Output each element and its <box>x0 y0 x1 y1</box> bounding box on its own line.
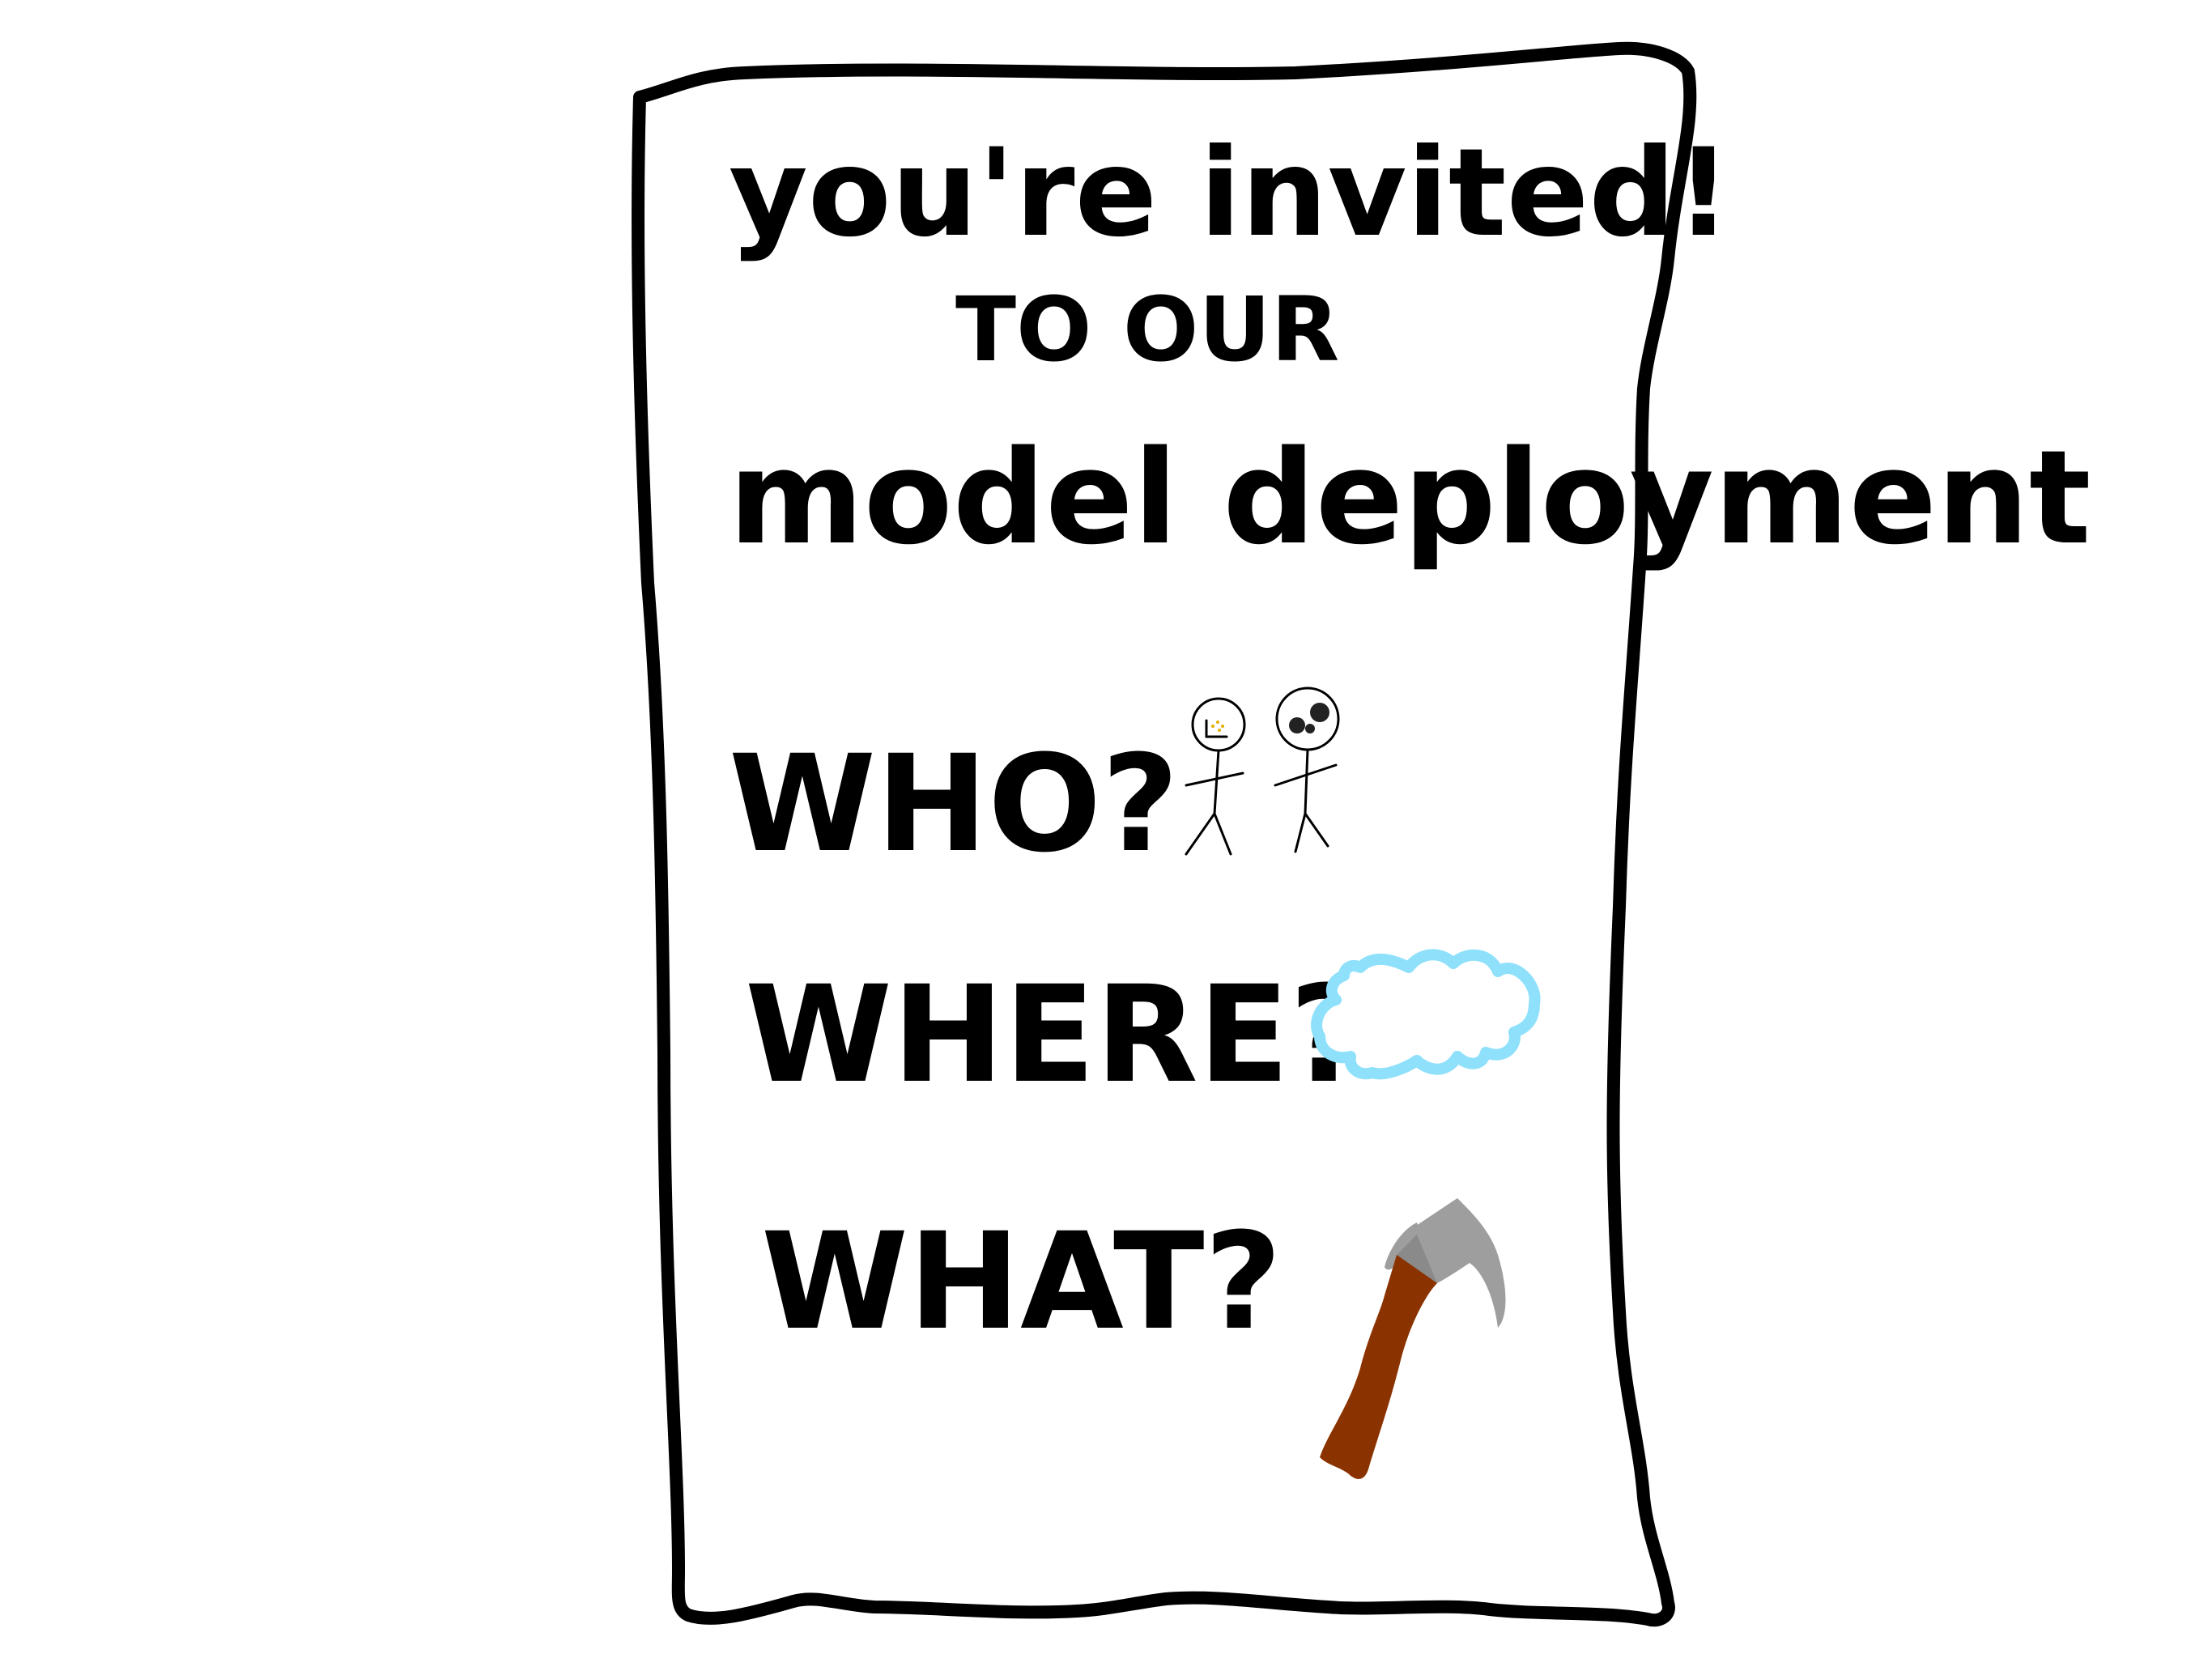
sheet-border <box>632 41 1697 1627</box>
invite-line-1: you're invited! <box>729 123 1731 264</box>
hammer-icon <box>1320 1198 1506 1479</box>
gear-icon <box>1289 703 1329 733</box>
where-label: WHERE? <box>745 957 1367 1112</box>
invite-line-3: model deployment <box>729 422 2091 573</box>
what-label: WHAT? <box>761 1204 1282 1359</box>
who-label: WHO? <box>729 726 1179 882</box>
cloud-icon <box>1311 949 1541 1080</box>
invite-line-2: TO OUR <box>955 278 1339 381</box>
